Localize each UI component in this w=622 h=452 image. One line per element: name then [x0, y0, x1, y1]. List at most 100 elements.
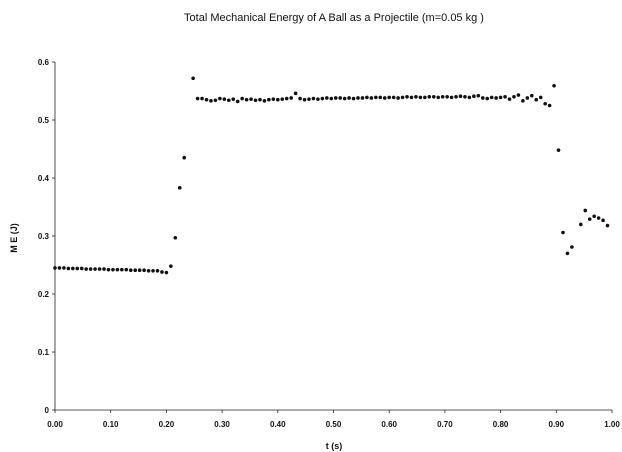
data-point [343, 97, 347, 101]
data-point [552, 84, 556, 88]
data-point [138, 268, 142, 272]
data-point [218, 97, 222, 101]
data-point [401, 96, 405, 100]
data-point [414, 95, 418, 99]
data-point [606, 224, 610, 228]
data-point [428, 95, 432, 99]
data-point [276, 98, 280, 102]
data-points [53, 76, 609, 274]
data-point [517, 93, 521, 97]
data-point [419, 96, 423, 100]
data-point [383, 96, 387, 100]
y-tick-label: 0.2 [38, 290, 50, 299]
data-point [347, 96, 351, 100]
data-point [392, 96, 396, 100]
data-point [361, 96, 365, 100]
data-point [583, 209, 587, 213]
data-point [240, 97, 244, 101]
data-point [285, 97, 289, 101]
data-point [494, 96, 498, 100]
data-point [231, 97, 235, 101]
data-point [120, 268, 124, 272]
data-point [472, 94, 476, 98]
x-tick-label: 1.00 [604, 420, 620, 429]
y-axis-ticks: 0 0.1 0.2 0.3 0.4 0.5 0.6 [38, 58, 55, 415]
data-point [133, 268, 137, 272]
data-point [410, 96, 414, 100]
data-point [236, 100, 240, 104]
y-tick-label: 0.5 [38, 116, 50, 125]
data-point [436, 96, 440, 100]
data-point [405, 95, 409, 99]
data-point [93, 267, 97, 271]
data-point [450, 96, 454, 100]
data-point [58, 266, 62, 270]
data-point [499, 96, 503, 100]
data-point [298, 97, 302, 101]
data-point [396, 96, 400, 100]
x-tick-label: 0.10 [103, 420, 119, 429]
data-point [107, 268, 111, 272]
data-point [432, 95, 436, 99]
data-point [254, 98, 258, 102]
y-axis-label: M E (J) [9, 223, 19, 253]
data-point [263, 99, 267, 103]
data-point [534, 98, 538, 102]
data-point [445, 95, 449, 99]
data-point [174, 236, 178, 240]
data-point [325, 96, 329, 100]
data-point [512, 95, 516, 99]
data-point [200, 97, 204, 101]
data-point [387, 96, 391, 100]
data-point [267, 98, 271, 102]
y-tick-label: 0.1 [38, 348, 50, 357]
y-tick-label: 0 [45, 406, 50, 415]
data-point [601, 219, 605, 223]
data-point [338, 96, 342, 100]
data-point [423, 96, 427, 100]
x-tick-label: 0.00 [47, 420, 63, 429]
data-point [329, 97, 333, 101]
data-point [588, 217, 592, 221]
chart-title: Total Mechanical Energy of A Ball as a P… [184, 12, 484, 24]
data-point [508, 97, 512, 101]
data-point [561, 231, 565, 235]
data-point [557, 148, 561, 152]
data-point [272, 97, 276, 101]
data-point [116, 268, 120, 272]
x-axis-ticks: 0.00 0.10 0.20 0.30 0.40 0.50 0.60 0.70 0.80 0.90… [47, 410, 620, 429]
data-point [503, 95, 507, 99]
data-point [526, 96, 530, 100]
data-point [67, 267, 71, 271]
data-point [223, 97, 227, 101]
data-point [441, 95, 445, 99]
data-point [89, 267, 93, 271]
x-tick-label: 0.30 [214, 420, 230, 429]
data-point [521, 99, 525, 103]
data-point [142, 268, 146, 272]
data-point [80, 267, 84, 271]
x-tick-label: 0.70 [437, 420, 453, 429]
data-point [169, 264, 173, 268]
data-point [165, 271, 169, 275]
data-point [530, 94, 534, 98]
data-point [592, 214, 596, 218]
data-point [303, 98, 307, 102]
data-point [566, 252, 570, 256]
x-tick-label: 0.20 [159, 420, 175, 429]
data-point [370, 96, 374, 100]
y-tick-label: 0.6 [38, 58, 50, 67]
data-point [71, 267, 75, 271]
x-tick-label: 0.90 [549, 420, 565, 429]
data-point [214, 98, 218, 102]
data-point [84, 267, 88, 271]
data-point [245, 98, 249, 102]
data-point [316, 97, 320, 101]
data-point [227, 98, 231, 102]
data-point [570, 245, 574, 249]
data-point [53, 266, 57, 270]
data-point [378, 96, 382, 100]
data-point [356, 96, 360, 100]
data-point [539, 96, 543, 100]
data-point [258, 98, 262, 102]
